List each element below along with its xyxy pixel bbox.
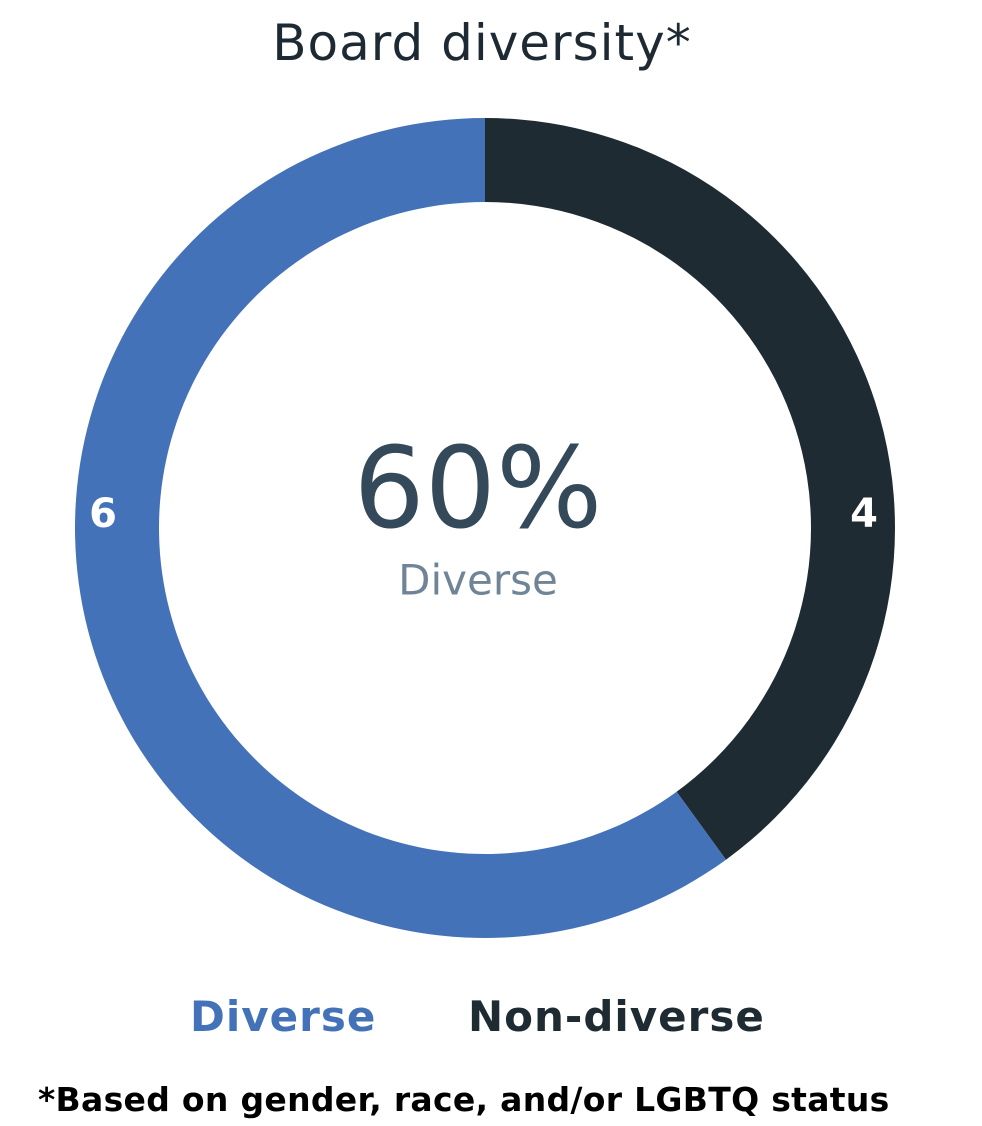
legend-item-non-diverse: Non-diverse	[468, 992, 765, 1041]
slice-value-label-diverse: 6	[89, 491, 117, 537]
legend-item-diverse: Diverse	[190, 992, 377, 1041]
slice-diverse	[74, 118, 726, 938]
donut-slices	[74, 118, 895, 938]
footnote: *Based on gender, race, and/or LGBTQ sta…	[38, 1080, 890, 1119]
center-label: Diverse	[398, 556, 558, 605]
chart-legend: Diverse Non-diverse	[0, 992, 982, 1052]
slice-value-label-non-diverse: 4	[850, 491, 878, 537]
center-percentage: 60%	[354, 424, 603, 554]
slice-non-diverse	[485, 118, 895, 860]
chart-title: Board diversity*	[272, 14, 692, 72]
donut-chart: 6 4 60% Diverse	[74, 118, 895, 938]
